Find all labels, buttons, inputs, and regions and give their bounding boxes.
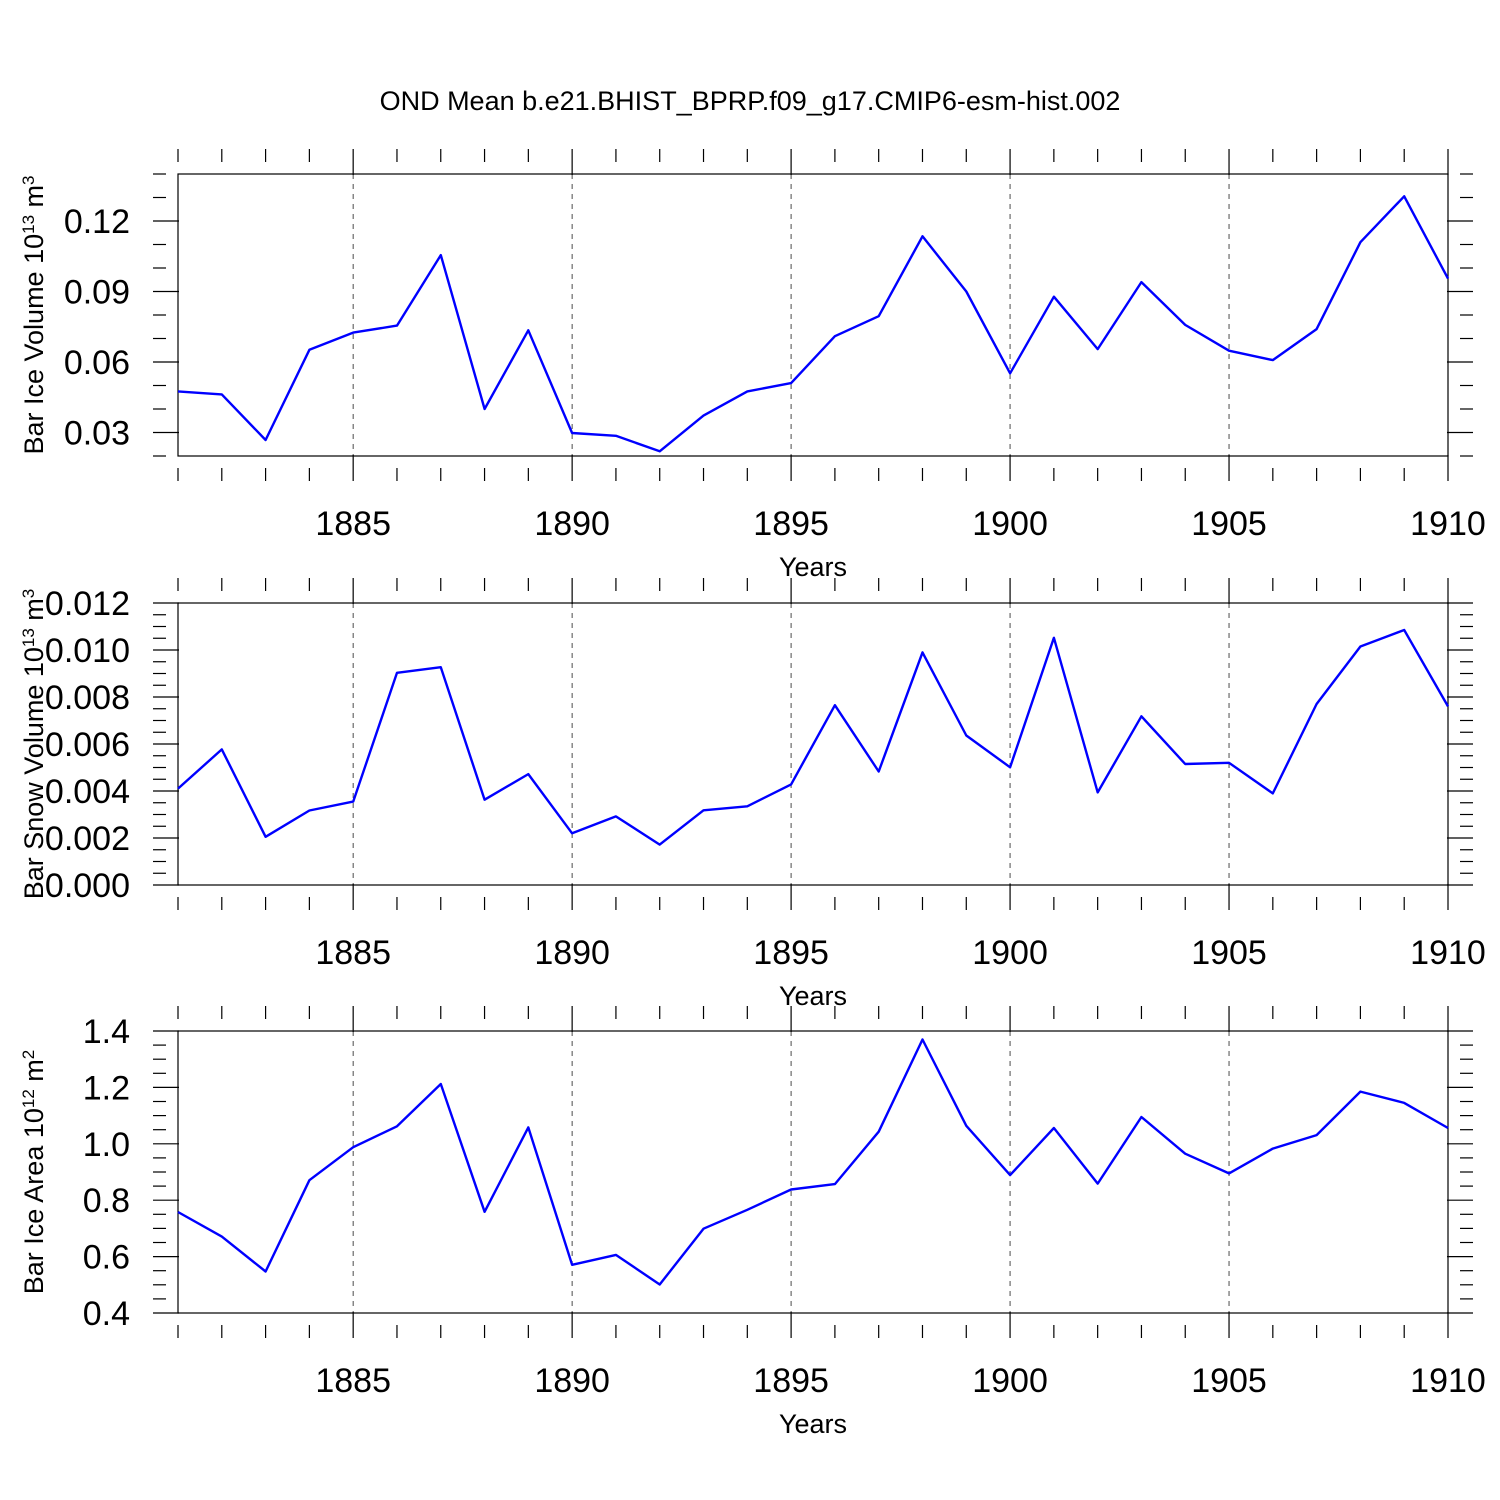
y-tick-label: 0.6 xyxy=(83,1239,130,1277)
x-tick-label: 1890 xyxy=(534,1362,610,1400)
x-tick-label: 1890 xyxy=(534,934,610,972)
y-axis-label-unit: m xyxy=(19,185,49,215)
y-axis-label: Bar Ice Volume 1013 m3 xyxy=(19,175,50,454)
y-tick-label: 0.4 xyxy=(83,1295,130,1333)
x-tick-label: 1900 xyxy=(972,1362,1048,1400)
plot-frame xyxy=(177,173,1449,457)
series-line xyxy=(177,195,1450,453)
y-tick-label: 0.008 xyxy=(45,679,130,717)
x-axis-label: Years xyxy=(779,552,847,582)
y-tick-label: 0.002 xyxy=(45,820,130,858)
y-axis-label-unit-exponent: 2 xyxy=(19,1050,38,1059)
x-tick-label: 1885 xyxy=(315,505,391,543)
y-axis-label: Bar Ice Area 1012 m2 xyxy=(19,1050,50,1295)
x-tick-label: 1910 xyxy=(1410,934,1486,972)
y-tick-label: 0.06 xyxy=(64,344,130,382)
y-axis-label-exponent: 13 xyxy=(19,215,38,234)
y-tick-label: 0.004 xyxy=(45,773,130,811)
y-tick-label: 0.09 xyxy=(64,274,130,312)
y-tick-label: 0.8 xyxy=(83,1182,130,1220)
chart-panel-3: 1885 1890 1895 1900 1905 1910 0.4 0.6 0.8 1.0 1.2 1… xyxy=(19,1006,1486,1439)
x-tick-label: 1905 xyxy=(1191,934,1267,972)
series-line xyxy=(177,628,1450,846)
x-tick-label: 1905 xyxy=(1191,505,1267,543)
x-tick-label: 1895 xyxy=(753,1362,829,1400)
x-tick-label: 1905 xyxy=(1191,1362,1267,1400)
figure-title: OND Mean b.e21.BHIST_BPRP.f09_g17.CMIP6-… xyxy=(380,86,1121,116)
y-tick-label: 0.12 xyxy=(64,203,130,241)
y-tick-label: 1.2 xyxy=(83,1069,130,1107)
y-axis-label: Bar Snow Volume 1013 m3 xyxy=(19,589,50,900)
y-axis-label-main: Bar Ice Area 10 xyxy=(19,1108,49,1294)
x-axis-label: Years xyxy=(779,1409,847,1439)
x-tick-label: 1910 xyxy=(1410,1362,1486,1400)
y-axis-label-unit-exponent: 3 xyxy=(19,589,38,598)
x-tick-label: 1895 xyxy=(753,505,829,543)
y-tick-label: 1.4 xyxy=(83,1013,130,1051)
y-axis-label-exponent: 12 xyxy=(19,1089,38,1108)
y-axis-label-unit: m xyxy=(19,598,49,628)
x-axis-label: Years xyxy=(779,981,847,1011)
series-line xyxy=(177,1038,1449,1286)
y-axis-label-main: Bar Ice Volume 10 xyxy=(19,234,49,455)
y-axis-label-main: Bar Snow Volume 10 xyxy=(19,647,49,899)
chart-panel-1: 1885 1890 1895 1900 1905 1910 0.03 0.06 0.09 0.12… xyxy=(19,149,1486,582)
y-tick-label: 0.03 xyxy=(64,415,130,453)
x-tick-label: 1895 xyxy=(753,934,829,972)
y-axis-label-exponent: 13 xyxy=(19,628,38,647)
x-tick-label: 1900 xyxy=(972,934,1048,972)
y-tick-label: 0.000 xyxy=(45,867,130,905)
y-axis-label-unit: m xyxy=(19,1059,49,1089)
y-tick-label: 0.012 xyxy=(45,585,130,623)
y-tick-label: 0.010 xyxy=(45,632,130,670)
y-tick-label: 1.0 xyxy=(83,1126,130,1164)
x-tick-label: 1910 xyxy=(1410,505,1486,543)
y-tick-label: 0.006 xyxy=(45,726,130,764)
x-tick-label: 1890 xyxy=(534,505,610,543)
y-axis-label-unit-exponent: 3 xyxy=(19,175,38,184)
chart-panel-2: 1885 1890 1895 1900 1905 1910 0.000 0.002 0.004 0… xyxy=(19,578,1486,1011)
x-tick-label: 1900 xyxy=(972,505,1048,543)
x-tick-label: 1885 xyxy=(315,1362,391,1400)
plot-frame xyxy=(177,1030,1449,1314)
x-tick-label: 1885 xyxy=(315,934,391,972)
panels: 1885 1890 1895 1900 1905 1910 0.03 0.06 0.09 0.12… xyxy=(19,149,1486,1439)
